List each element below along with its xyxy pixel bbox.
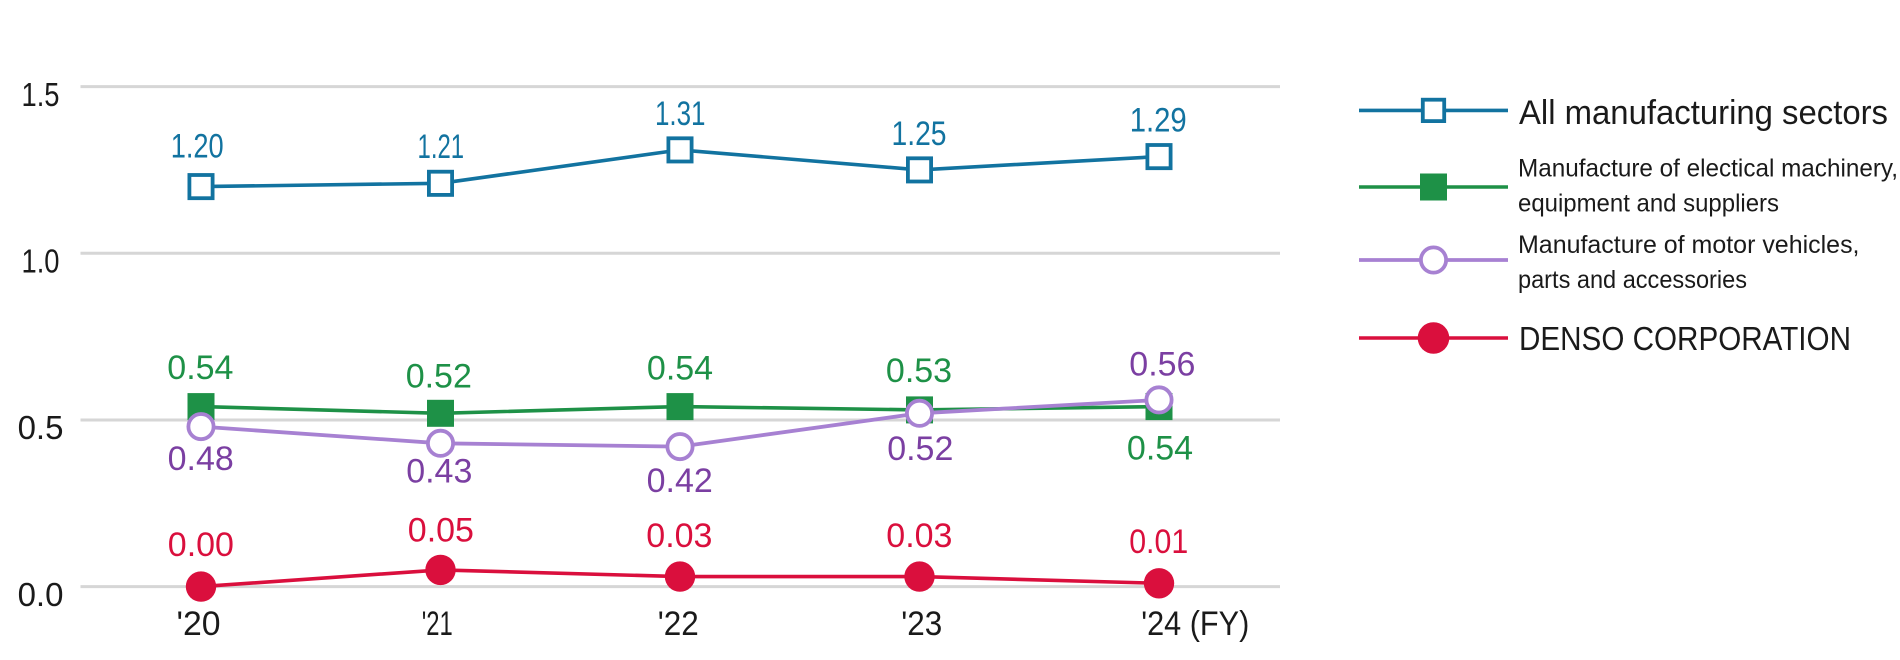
svg-text:1.29: 1.29 xyxy=(1130,102,1187,140)
svg-text:0.00: 0.00 xyxy=(168,526,234,564)
svg-text:1.25: 1.25 xyxy=(892,115,947,153)
svg-text:0.03: 0.03 xyxy=(886,517,952,555)
svg-text:'20: '20 xyxy=(177,605,221,643)
svg-text:0.5: 0.5 xyxy=(18,409,64,446)
svg-text:0.01: 0.01 xyxy=(1129,523,1188,561)
svg-text:'23: '23 xyxy=(901,605,942,643)
svg-text:Manufacture of motor vehicles,: Manufacture of motor vehicles, xyxy=(1518,231,1860,259)
svg-text:parts and accessories: parts and accessories xyxy=(1518,266,1747,294)
svg-text:0.0: 0.0 xyxy=(18,576,64,613)
svg-text:'24 (FY): '24 (FY) xyxy=(1141,605,1249,643)
svg-text:0.52: 0.52 xyxy=(406,357,472,395)
svg-text:0.54: 0.54 xyxy=(167,349,233,387)
svg-text:0.52: 0.52 xyxy=(887,430,953,468)
svg-text:1.21: 1.21 xyxy=(418,128,465,166)
svg-text:0.53: 0.53 xyxy=(886,352,952,390)
svg-text:0.42: 0.42 xyxy=(647,462,713,500)
svg-text:Manufacture of electical machi: Manufacture of electical machinery, xyxy=(1518,155,1898,183)
svg-text:1.31: 1.31 xyxy=(655,95,706,133)
svg-text:'21: '21 xyxy=(422,605,453,643)
svg-text:0.03: 0.03 xyxy=(646,517,712,555)
svg-text:DENSO CORPORATION: DENSO CORPORATION xyxy=(1519,320,1851,357)
svg-text:0.43: 0.43 xyxy=(406,453,472,491)
svg-text:0.56: 0.56 xyxy=(1129,345,1195,383)
svg-text:1.5: 1.5 xyxy=(22,76,60,113)
svg-text:0.54: 0.54 xyxy=(647,350,713,388)
svg-text:equipment and suppliers: equipment and suppliers xyxy=(1518,190,1779,218)
svg-text:1.0: 1.0 xyxy=(22,243,60,280)
svg-text:1.20: 1.20 xyxy=(171,128,224,166)
svg-text:0.05: 0.05 xyxy=(408,512,474,550)
svg-text:0.48: 0.48 xyxy=(168,440,234,478)
svg-text:'22: '22 xyxy=(658,605,699,643)
svg-text:0.54: 0.54 xyxy=(1127,430,1193,468)
svg-text:All manufacturing sectors: All manufacturing sectors xyxy=(1519,94,1888,132)
